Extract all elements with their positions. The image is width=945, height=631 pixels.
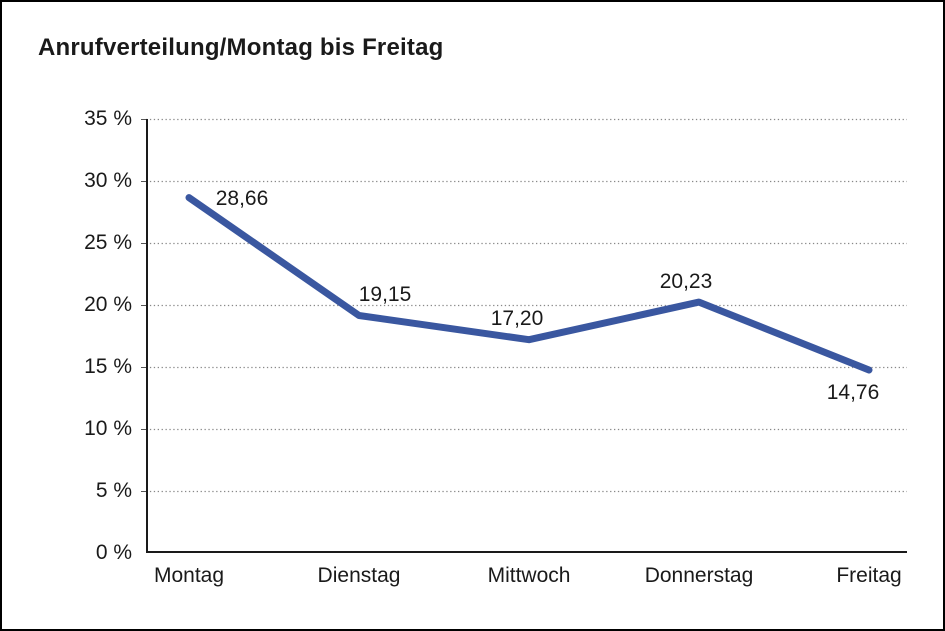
line-chart-canvas (141, 118, 907, 553)
x-category-label: Donnerstag (644, 564, 754, 587)
x-category-label: Freitag (836, 564, 902, 587)
plot-area (141, 118, 907, 553)
data-value-label: 28,66 (215, 186, 269, 210)
data-series-line (185, 194, 873, 374)
data-value-label: 17,20 (490, 306, 544, 330)
data-value-label: 14,76 (826, 380, 880, 404)
y-tick-label: 5 % (95, 479, 132, 502)
y-tick-label: 10 % (84, 417, 132, 440)
y-tick-label: 20 % (84, 293, 132, 316)
chart-title: Anrufverteilung/Montag bis Freitag (38, 34, 444, 61)
x-category-label: Mittwoch (487, 564, 571, 587)
y-tick-label: 25 % (84, 231, 132, 254)
x-category-label: Montag (153, 564, 225, 587)
x-category-label: Dienstag (317, 564, 401, 587)
data-value-label: 20,23 (659, 270, 713, 294)
y-tick-label: 30 % (84, 169, 132, 192)
y-tick-label: 35 % (84, 107, 132, 130)
data-value-label: 19,15 (358, 282, 412, 306)
y-tick-label: 0 % (95, 541, 132, 564)
y-tick-label: 15 % (84, 355, 132, 378)
